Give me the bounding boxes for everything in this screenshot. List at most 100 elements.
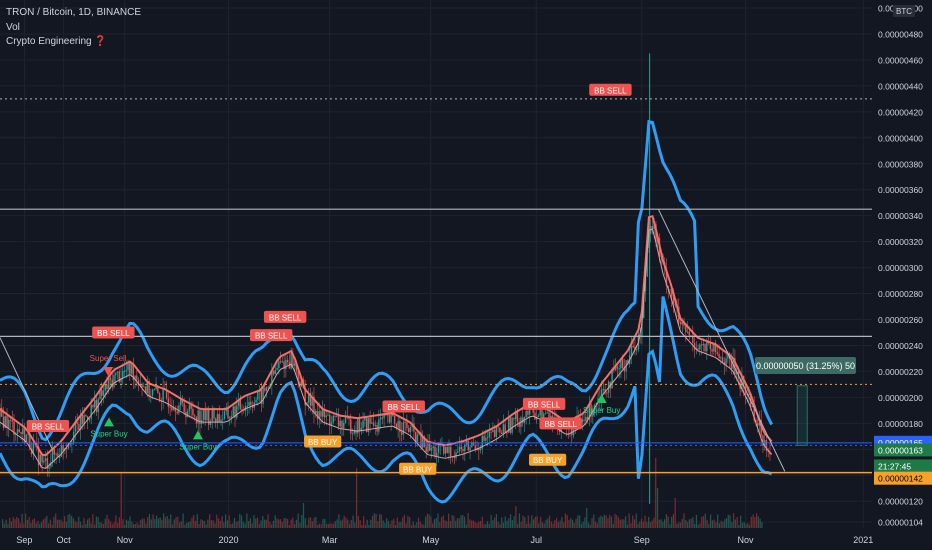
volume-bar <box>161 519 163 528</box>
volume-bar <box>759 518 761 528</box>
volume-bar <box>109 521 112 528</box>
volume-bar <box>223 522 225 528</box>
volume-bar <box>356 468 358 528</box>
candle-body <box>583 419 585 421</box>
trend-line-right <box>657 208 786 472</box>
candle-body <box>371 422 373 424</box>
volume-bar <box>141 518 144 528</box>
candle-body <box>518 422 520 427</box>
candle-body <box>448 446 450 454</box>
candle-body <box>69 443 71 445</box>
super-sell-label: Super Sell <box>90 354 127 363</box>
candle-body <box>756 423 759 426</box>
candle-body <box>409 426 412 433</box>
volume-bar <box>511 520 513 528</box>
volume-bar <box>547 518 549 528</box>
volume-bar <box>154 519 156 528</box>
volume-bar <box>504 516 506 528</box>
volume-bar <box>180 521 182 528</box>
candle-body <box>118 371 120 382</box>
volume-bar <box>14 519 16 528</box>
volume-bar <box>274 515 276 528</box>
candle-body <box>255 399 257 403</box>
volume-bar <box>494 517 496 528</box>
volume-bar <box>419 521 421 528</box>
volume-bar <box>55 513 57 528</box>
volume-bar <box>520 521 522 528</box>
volume-bar <box>9 517 11 528</box>
candle-body <box>62 445 64 451</box>
volume-bar <box>710 514 712 528</box>
volume-bar <box>531 515 533 528</box>
volume-bar <box>373 513 375 528</box>
candle-body <box>444 447 447 454</box>
volume-bar <box>524 517 526 528</box>
signal-badge <box>26 419 70 432</box>
candle-body <box>460 446 462 450</box>
currency-badge[interactable]: BTC <box>893 5 915 17</box>
candle-body <box>362 420 364 429</box>
volume-bar <box>609 514 611 528</box>
candle-body <box>648 233 650 248</box>
bb-sell-label: BB SELL <box>97 329 130 338</box>
candle-body <box>632 345 634 347</box>
volume-bar <box>715 522 717 528</box>
volume-bar <box>301 514 303 528</box>
volume-bar <box>648 516 650 528</box>
measure-label-box: 0.00000050 (31.25%) 50 <box>755 357 856 374</box>
volume-bar <box>644 515 646 528</box>
volume-bar <box>297 513 299 528</box>
volume-bar <box>495 514 498 528</box>
candle-body <box>725 358 727 366</box>
volume-bar <box>561 517 563 528</box>
candle-body <box>509 417 512 433</box>
volume-bar <box>674 498 676 528</box>
candle-body <box>222 418 224 420</box>
crypto-engineering-indicator-label[interactable]: Crypto Engineering ❓ <box>6 36 107 47</box>
candle-body <box>537 415 540 417</box>
price-range-measure[interactable] <box>796 385 808 446</box>
candle-body <box>257 391 259 400</box>
volume-bar <box>85 523 87 528</box>
candle-body <box>499 427 501 433</box>
candle-body <box>172 408 175 411</box>
volume-bar <box>603 514 605 528</box>
volume-bar <box>522 515 524 528</box>
volume-indicator-label[interactable]: Vol <box>6 22 20 33</box>
volume-bar <box>724 519 726 528</box>
candle-body <box>197 410 199 424</box>
candle-body <box>369 418 371 424</box>
candle-body <box>399 420 401 432</box>
candle-body <box>113 375 115 388</box>
volume-bar <box>713 519 715 528</box>
candle-body <box>323 409 326 418</box>
candle-body <box>646 247 648 277</box>
candle-body <box>1 407 3 417</box>
volume-bar <box>594 521 597 528</box>
candle-body <box>122 370 124 379</box>
volume-bar <box>102 524 105 528</box>
candle-body <box>534 412 536 420</box>
volume-bar <box>663 519 666 528</box>
volume-bar <box>359 520 361 528</box>
volume-bar <box>440 516 443 528</box>
volume-bar <box>628 513 630 528</box>
volume-bar <box>557 522 559 528</box>
candle-body <box>748 393 750 395</box>
price-tick-label: 0.00000300 <box>878 263 923 273</box>
candle-body <box>432 446 434 449</box>
candle-body <box>762 435 764 446</box>
volume-bar <box>656 488 659 528</box>
candlesticks <box>0 53 771 504</box>
volume-bar <box>515 506 517 528</box>
candle-body <box>6 416 8 429</box>
candle-body <box>544 413 547 415</box>
candle-body <box>143 386 145 388</box>
candle-body <box>316 410 319 419</box>
volume-bar <box>743 522 745 528</box>
volume-bar <box>58 519 60 528</box>
candle-body <box>186 411 189 418</box>
candle-body <box>179 398 182 406</box>
